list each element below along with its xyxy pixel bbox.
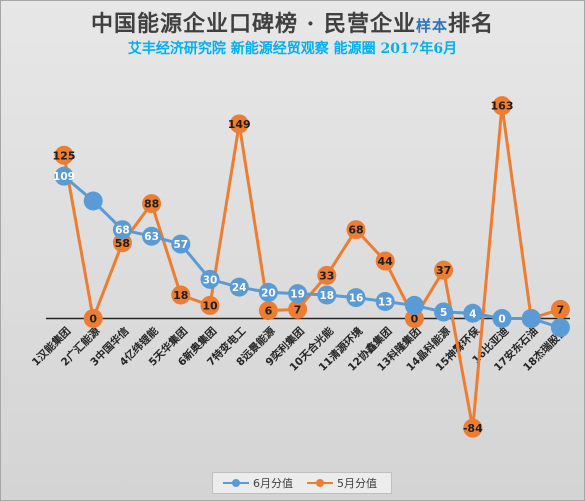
data-label-may: 10 xyxy=(202,299,218,312)
legend-item-june: 6月分值 xyxy=(223,475,293,491)
data-label-june: 18 xyxy=(319,290,334,302)
legend-swatch-may xyxy=(307,479,333,487)
data-point-may xyxy=(142,194,162,214)
chart-title: 中国能源企业口碑榜 · 民营企业样本排名 xyxy=(90,11,494,37)
data-label-june: 4 xyxy=(469,308,476,320)
data-label-may: 33 xyxy=(319,269,334,282)
data-point-may xyxy=(258,301,278,321)
data-label-june: 19 xyxy=(290,289,305,301)
data-label-may: 58 xyxy=(115,237,130,250)
data-label-may: 6 xyxy=(265,305,273,318)
series-line-may xyxy=(62,104,561,430)
data-label-june: 5 xyxy=(440,307,447,319)
data-label-may: 37 xyxy=(436,264,451,277)
data-point-may xyxy=(346,220,366,240)
data-point-june xyxy=(83,191,103,211)
data-point-june xyxy=(550,318,570,338)
data-point-may xyxy=(434,260,454,280)
data-label-june: 68 xyxy=(115,225,130,237)
data-point-may xyxy=(171,285,191,305)
data-point-may xyxy=(200,295,220,315)
series-line-june xyxy=(63,175,561,330)
data-label-may: 7 xyxy=(557,303,565,316)
data-label-june: 16 xyxy=(349,293,364,305)
data-point-may xyxy=(54,145,74,165)
data-label-may: 149 xyxy=(228,118,251,131)
chart-subtitle: 艾丰经济研究院 新能源经贸观察 能源圈 2017年6月 xyxy=(127,41,458,57)
data-label-may: 18 xyxy=(173,289,188,302)
data-label-may: 7 xyxy=(294,303,302,316)
legend-swatch-june xyxy=(223,479,249,487)
data-point-june xyxy=(375,292,395,312)
data-label-june: 20 xyxy=(261,287,276,299)
data-point-may xyxy=(492,96,512,116)
data-label-may: 0 xyxy=(89,312,97,325)
data-label-may: 0 xyxy=(411,312,419,325)
data-point-june xyxy=(54,166,74,186)
data-point-june xyxy=(317,285,337,305)
data-point-june xyxy=(288,284,308,304)
data-label-june: 30 xyxy=(203,274,218,286)
data-label-june: 24 xyxy=(232,282,247,294)
data-point-may xyxy=(463,418,483,438)
data-point-may xyxy=(83,308,103,328)
data-point-may xyxy=(288,299,308,319)
data-point-may xyxy=(404,308,424,328)
data-label-june: 13 xyxy=(378,297,393,309)
data-point-june xyxy=(521,308,541,328)
data-point-june xyxy=(171,234,191,254)
legend-item-may: 5月分值 xyxy=(307,475,377,491)
data-label-may: 163 xyxy=(491,100,514,113)
data-label-may: 88 xyxy=(144,198,159,211)
legend: 6月分值 5月分值 xyxy=(212,472,392,494)
data-point-june xyxy=(142,226,162,246)
data-label-may: 68 xyxy=(348,224,363,237)
legend-label-june: 6月分值 xyxy=(253,477,293,490)
data-label-may: 125 xyxy=(53,149,76,162)
legend-label-may: 5月分值 xyxy=(337,477,377,490)
data-point-june xyxy=(229,277,249,297)
data-label-june: 63 xyxy=(144,231,159,243)
data-point-may xyxy=(229,114,249,134)
data-point-may xyxy=(550,299,570,319)
data-point-may xyxy=(375,251,395,271)
data-point-june xyxy=(258,282,278,302)
data-label-june: 57 xyxy=(173,239,188,251)
data-label-june: 0 xyxy=(498,313,505,325)
data-point-june xyxy=(434,302,454,322)
data-point-may xyxy=(112,233,132,253)
data-label-may: -84 xyxy=(463,422,483,435)
data-point-june xyxy=(112,220,132,240)
data-point-may xyxy=(317,265,337,285)
data-point-june xyxy=(404,295,424,315)
data-point-june xyxy=(463,303,483,323)
data-point-june xyxy=(492,308,512,328)
data-point-june xyxy=(200,269,220,289)
data-label-june: 109 xyxy=(53,171,75,183)
data-label-may: 44 xyxy=(378,255,394,268)
data-point-june xyxy=(346,288,366,308)
